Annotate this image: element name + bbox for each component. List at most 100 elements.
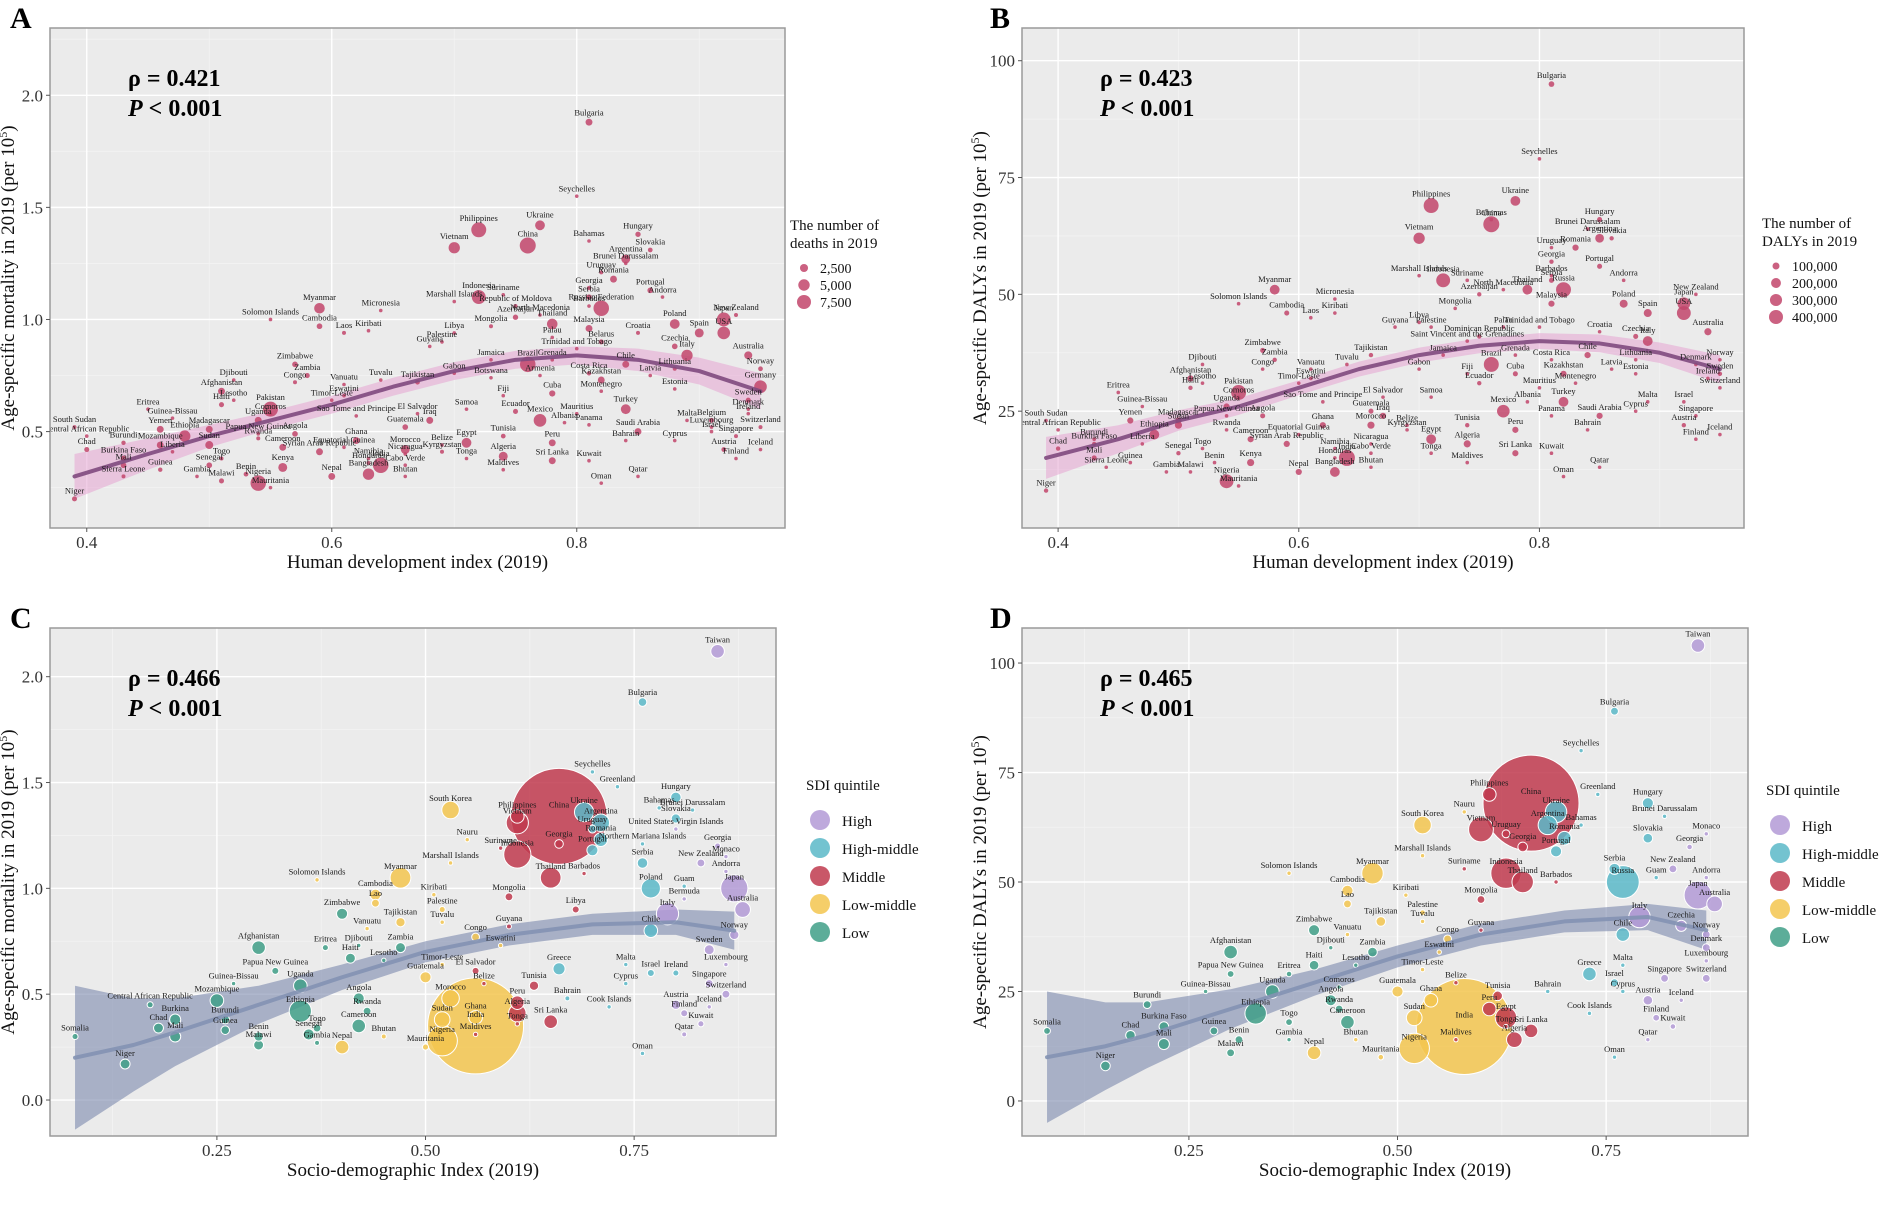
data-point-czechia	[1633, 333, 1639, 339]
data-point-haiti	[1188, 385, 1193, 391]
data-point-andorra	[1621, 278, 1626, 283]
point-label: Georgia	[1509, 831, 1536, 841]
data-point-iceland	[1718, 432, 1722, 437]
point-label: Andorra	[1610, 268, 1639, 278]
point-label: Solomon Islands	[1261, 860, 1318, 870]
point-label: Panama	[576, 412, 603, 422]
data-point-somalia	[71, 1032, 79, 1041]
point-label: Mexico	[527, 403, 553, 413]
point-label: Tajikistan	[1364, 906, 1398, 916]
point-label: Afghanistan	[1210, 935, 1252, 945]
x-tick-label: 0.75	[1591, 1141, 1621, 1160]
point-label: Bhutan	[393, 464, 418, 474]
point-label: Senegal	[1165, 440, 1193, 450]
p-value: < 0.001	[1115, 696, 1195, 722]
data-point-bulgaria	[1548, 81, 1555, 87]
data-point-sudan	[1174, 421, 1183, 429]
legend-color-marker	[810, 810, 830, 830]
data-point-argentina	[1595, 233, 1604, 243]
y-axis-title: Age-specific mortality in 2019 (per 105)	[0, 125, 19, 430]
point-label: Eritrea	[314, 934, 337, 944]
point-label: Vanuatu	[353, 915, 382, 925]
data-point-malawi	[1188, 470, 1193, 474]
data-point-afghanistan	[1187, 375, 1194, 382]
point-label: Malta	[677, 408, 697, 418]
point-label: Iceland	[1669, 987, 1695, 997]
data-point-togo	[1200, 446, 1205, 451]
data-point-belgium	[708, 417, 715, 423]
data-point-trinidad-and-tobago	[574, 346, 579, 351]
data-point-romania	[593, 832, 609, 847]
data-point-norway	[1718, 357, 1722, 362]
panel-label: B	[990, 2, 1010, 35]
point-label: Malawi	[246, 1029, 273, 1039]
y-axis-title: Age-specific DALYs in 2019 (per 105)	[968, 735, 991, 1029]
point-label: Guam	[674, 873, 695, 883]
data-point-northern-mariana-islands	[639, 841, 646, 847]
point-label: Malaysia	[573, 314, 604, 324]
data-point-palestine	[1419, 909, 1426, 916]
point-label: Hungary	[1633, 787, 1663, 797]
legend-color-marker	[1770, 899, 1790, 919]
data-point-palestine	[438, 905, 446, 914]
point-label: Tunisia	[1455, 412, 1480, 422]
y-axis-title-end: )	[0, 125, 19, 131]
panel-label: D	[990, 602, 1012, 635]
data-point-australia	[734, 901, 751, 918]
legend-size-marker	[799, 263, 809, 273]
data-point-libya	[571, 905, 580, 914]
point-label: Ukraine	[1542, 795, 1570, 805]
data-point-romania	[1557, 830, 1572, 846]
data-point-ecuador	[512, 408, 519, 414]
point-label: India	[372, 448, 390, 458]
p-value: < 0.001	[143, 696, 223, 722]
point-label: Northern Mariana Islands	[599, 831, 686, 841]
data-point-sri-lanka	[1512, 450, 1519, 457]
point-label: Mongolia	[1439, 296, 1472, 306]
point-label: Libya	[444, 320, 464, 330]
data-point-latvia	[1609, 367, 1614, 371]
point-label: Georgia	[1676, 833, 1703, 843]
point-label: Chile	[1578, 341, 1597, 351]
data-point-myanmar	[1269, 284, 1280, 295]
data-point-bahrain	[1545, 988, 1551, 995]
data-point-israel	[646, 969, 655, 978]
point-label: Lesotho	[1342, 952, 1369, 962]
data-point-palau	[1501, 325, 1506, 329]
data-point-lao	[371, 898, 380, 908]
point-label: Romania	[585, 823, 616, 833]
legend-title: SDI quintile	[806, 778, 880, 794]
data-point-libya	[1417, 320, 1421, 325]
data-point-belize	[1405, 423, 1409, 427]
data-point-kuwait	[697, 1020, 705, 1028]
point-label: Seychelles	[1521, 146, 1557, 156]
data-point-cameroon	[279, 443, 287, 451]
data-point-chad	[153, 1022, 164, 1034]
point-label: Mauritius	[560, 401, 593, 411]
point-label: Mali	[115, 451, 132, 461]
legend-item-label: 7,500	[820, 296, 852, 311]
data-point-sri-lanka	[543, 1014, 558, 1029]
data-point-united-states-virgin-islands	[673, 826, 679, 832]
point-label: Iraq	[1376, 402, 1390, 412]
data-point-suriname	[1465, 278, 1470, 283]
data-point-ethiopia	[1149, 429, 1160, 440]
point-label: Samoa	[1420, 384, 1443, 394]
data-point-yemen	[1127, 417, 1134, 424]
data-point-myanmar	[314, 302, 325, 314]
data-point-greenland	[1595, 791, 1601, 798]
point-label: Nigeria	[246, 466, 272, 476]
point-label: Tajikistan	[384, 907, 418, 917]
data-point-zambia	[1367, 946, 1378, 958]
data-point-australia	[744, 351, 753, 360]
data-point-tonga	[1429, 451, 1433, 456]
data-point-sri-lanka	[1523, 1023, 1539, 1039]
point-label: Israel	[1674, 389, 1694, 399]
point-label: Saint Vincent and the Grenadines	[1410, 328, 1524, 338]
point-label: Italy	[1632, 900, 1648, 910]
data-point-eritrea	[1116, 390, 1121, 395]
data-point-chad	[84, 446, 90, 453]
data-point-angola	[292, 430, 298, 437]
data-point-malawi	[218, 478, 225, 484]
